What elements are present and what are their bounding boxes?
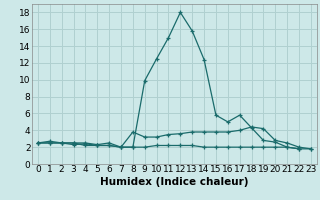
X-axis label: Humidex (Indice chaleur): Humidex (Indice chaleur) (100, 177, 249, 187)
